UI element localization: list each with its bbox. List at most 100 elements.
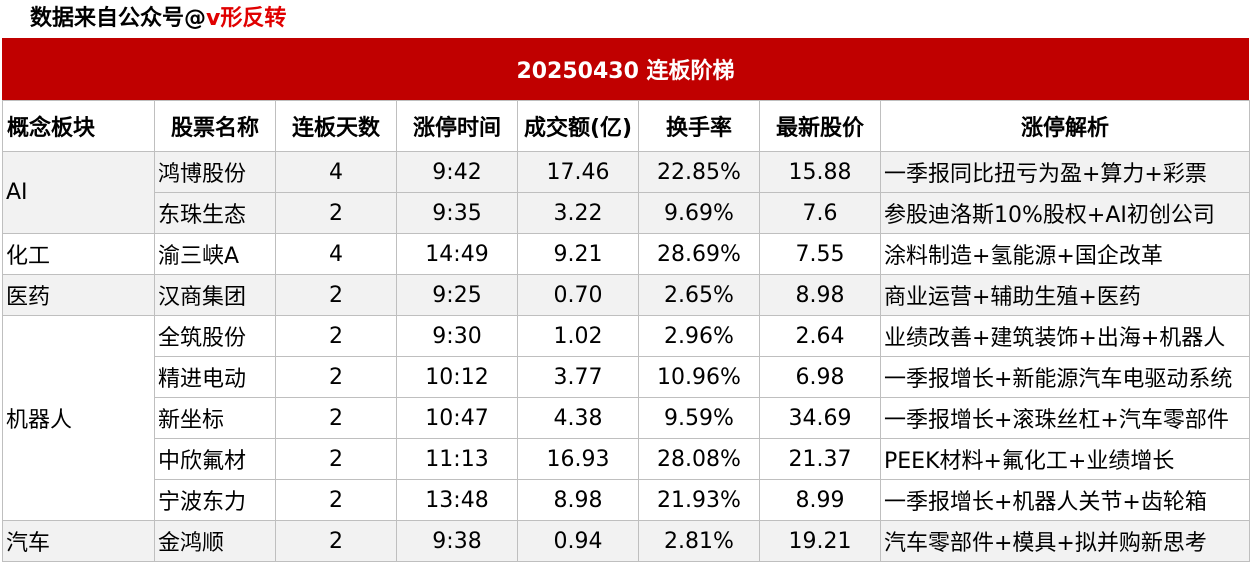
stock-name-cell: 新坐标 xyxy=(154,397,276,439)
price-cell: 15.88 xyxy=(759,151,881,193)
stock-name-cell: 全筑股份 xyxy=(154,315,276,357)
table-row: 精进电动 2 10:12 3.77 10.96% 6.98 一季报增长+新能源汽… xyxy=(3,356,1250,398)
amount-cell: 16.93 xyxy=(517,438,639,480)
stock-name-cell: 东珠生态 xyxy=(154,192,276,234)
sector-cell: 医药 xyxy=(2,274,155,316)
amount-cell: 0.94 xyxy=(517,520,639,562)
price-cell: 7.6 xyxy=(759,192,881,234)
reason-cell: 一季报增长+滚珠丝杠+汽车零部件 xyxy=(880,397,1250,439)
amount-cell: 17.46 xyxy=(517,151,639,193)
stock-name-cell: 精进电动 xyxy=(154,356,276,398)
source-caption: 数据来自公众号@v形反转 xyxy=(30,3,286,35)
header-price: 最新股价 xyxy=(759,100,881,152)
limit-days-cell: 2 xyxy=(275,192,397,234)
source-handle: v形反转 xyxy=(206,6,287,31)
stock-name-cell: 汉商集团 xyxy=(154,274,276,316)
reason-cell: 汽车零部件+模具+拟并购新思考 xyxy=(880,520,1250,562)
limit-days-cell: 2 xyxy=(275,520,397,562)
header-reason: 涨停解析 xyxy=(880,100,1250,152)
turnover-cell: 21.93% xyxy=(638,479,760,521)
limit-days-cell: 2 xyxy=(275,479,397,521)
price-cell: 7.55 xyxy=(759,233,881,275)
header-sector: 概念板块 xyxy=(2,100,155,152)
amount-cell: 8.98 xyxy=(517,479,639,521)
limit-time-cell: 10:12 xyxy=(396,356,518,398)
header-stock-name: 股票名称 xyxy=(154,100,276,152)
stock-name-cell: 宁波东力 xyxy=(154,479,276,521)
header-amount: 成交额(亿) xyxy=(517,100,639,152)
stock-name-cell: 金鸿顺 xyxy=(154,520,276,562)
table-row: 东珠生态 2 9:35 3.22 9.69% 7.6 参股迪洛斯10%股权+AI… xyxy=(3,192,1250,234)
limit-days-cell: 4 xyxy=(275,233,397,275)
reason-cell: 一季报增长+机器人关节+齿轮箱 xyxy=(880,479,1250,521)
limit-days-cell: 2 xyxy=(275,397,397,439)
limit-time-cell: 10:47 xyxy=(396,397,518,439)
table-title: 20250430 连板阶梯 xyxy=(2,38,1249,101)
sector-cell: 化工 xyxy=(2,233,155,275)
sector-cell: 机器人 xyxy=(2,315,155,521)
table-row: AI 鸿博股份 4 9:42 17.46 22.85% 15.88 一季报同比扭… xyxy=(2,151,1250,234)
turnover-cell: 28.08% xyxy=(638,438,760,480)
amount-cell: 9.21 xyxy=(517,233,639,275)
price-cell: 8.99 xyxy=(759,479,881,521)
table-row: 化工 渝三峡A 4 14:49 9.21 28.69% 7.55 涂料制造+氢能… xyxy=(2,233,1250,275)
table-row: 宁波东力 2 13:48 8.98 21.93% 8.99 一季报增长+机器人关… xyxy=(3,479,1250,521)
table-row: 医药 汉商集团 2 9:25 0.70 2.65% 8.98 商业运营+辅助生殖… xyxy=(2,274,1250,316)
limit-time-cell: 11:13 xyxy=(396,438,518,480)
turnover-cell: 10.96% xyxy=(638,356,760,398)
limit-days-cell: 2 xyxy=(275,356,397,398)
table-row: 中欣氟材 2 11:13 16.93 28.08% 21.37 PEEK材料+氟… xyxy=(3,438,1250,480)
table-title-text: 20250430 连板阶梯 xyxy=(516,59,735,84)
header-limit-time: 涨停时间 xyxy=(396,100,518,152)
price-cell: 21.37 xyxy=(759,438,881,480)
header-turnover: 换手率 xyxy=(638,100,760,152)
limit-time-cell: 9:38 xyxy=(396,520,518,562)
reason-cell: 参股迪洛斯10%股权+AI初创公司 xyxy=(880,192,1250,234)
price-cell: 19.21 xyxy=(759,520,881,562)
price-cell: 8.98 xyxy=(759,274,881,316)
table-row: 机器人 全筑股份 2 9:30 1.02 2.96% 2.64 业绩改善+建筑装… xyxy=(2,315,1250,521)
stock-name-cell: 中欣氟材 xyxy=(154,438,276,480)
stock-name-cell: 鸿博股份 xyxy=(154,151,276,193)
limit-days-cell: 2 xyxy=(275,274,397,316)
source-prefix: 数据来自公众号@ xyxy=(30,6,207,31)
turnover-cell: 2.65% xyxy=(638,274,760,316)
limit-time-cell: 9:35 xyxy=(396,192,518,234)
limit-time-cell: 9:42 xyxy=(396,151,518,193)
sector-cell: AI xyxy=(2,151,155,234)
limit-time-cell: 14:49 xyxy=(396,233,518,275)
limit-time-cell: 9:30 xyxy=(396,315,518,357)
price-cell: 34.69 xyxy=(759,397,881,439)
limit-time-cell: 13:48 xyxy=(396,479,518,521)
price-cell: 6.98 xyxy=(759,356,881,398)
reason-cell: 一季报同比扭亏为盈+算力+彩票 xyxy=(880,151,1250,193)
turnover-cell: 2.96% xyxy=(638,315,760,357)
table-header-row: 概念板块 股票名称 连板天数 涨停时间 成交额(亿) 换手率 最新股价 涨停解析 xyxy=(2,100,1250,152)
header-limit-days: 连板天数 xyxy=(275,100,397,152)
limit-days-cell: 2 xyxy=(275,438,397,480)
limit-up-ladder-table: 概念板块 股票名称 连板天数 涨停时间 成交额(亿) 换手率 最新股价 涨停解析… xyxy=(2,100,1250,562)
price-cell: 2.64 xyxy=(759,315,881,357)
amount-cell: 3.77 xyxy=(517,356,639,398)
turnover-cell: 2.81% xyxy=(638,520,760,562)
amount-cell: 0.70 xyxy=(517,274,639,316)
amount-cell: 1.02 xyxy=(517,315,639,357)
amount-cell: 4.38 xyxy=(517,397,639,439)
turnover-cell: 28.69% xyxy=(638,233,760,275)
turnover-cell: 9.69% xyxy=(638,192,760,234)
reason-cell: 一季报增长+新能源汽车电驱动系统 xyxy=(880,356,1250,398)
stock-name-cell: 渝三峡A xyxy=(154,233,276,275)
turnover-cell: 9.59% xyxy=(638,397,760,439)
reason-cell: 涂料制造+氢能源+国企改革 xyxy=(880,233,1250,275)
reason-cell: PEEK材料+氟化工+业绩增长 xyxy=(880,438,1250,480)
limit-days-cell: 4 xyxy=(275,151,397,193)
sector-cell: 汽车 xyxy=(2,520,155,562)
reason-cell: 业绩改善+建筑装饰+出海+机器人 xyxy=(880,315,1250,357)
table-row: 汽车 金鸿顺 2 9:38 0.94 2.81% 19.21 汽车零部件+模具+… xyxy=(2,520,1250,562)
limit-time-cell: 9:25 xyxy=(396,274,518,316)
table-row: 新坐标 2 10:47 4.38 9.59% 34.69 一季报增长+滚珠丝杠+… xyxy=(3,397,1250,439)
reason-cell: 商业运营+辅助生殖+医药 xyxy=(880,274,1250,316)
limit-days-cell: 2 xyxy=(275,315,397,357)
turnover-cell: 22.85% xyxy=(638,151,760,193)
amount-cell: 3.22 xyxy=(517,192,639,234)
